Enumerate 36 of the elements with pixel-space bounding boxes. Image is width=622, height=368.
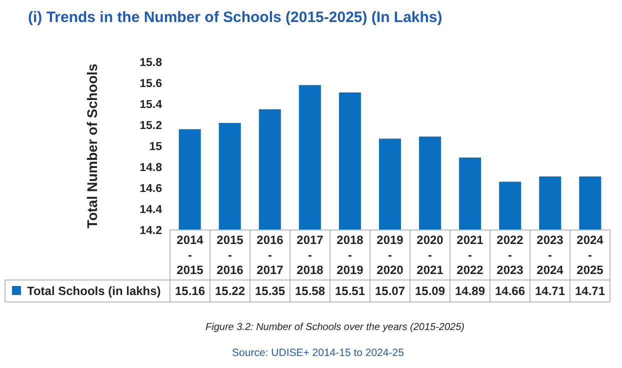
- data-label: 14.71: [574, 284, 606, 298]
- source-note: Source: UDISE+ 2014-15 to 2024-25: [232, 347, 404, 359]
- x-tick-label: 2015 - 2016: [216, 233, 244, 277]
- data-label: 15.35: [254, 284, 286, 298]
- y-tick-label: 15.4: [140, 99, 163, 112]
- y-tick-label: 15.8: [140, 57, 163, 70]
- y-axis-title: Total Number of Schools: [84, 63, 100, 228]
- data-label: 14.89: [454, 284, 486, 298]
- y-tick-label: 14.4: [140, 204, 163, 216]
- chart-title: (i) Trends in the Number of Schools (2015-2025) (In Lakhs): [28, 9, 442, 26]
- data-label: 15.09: [414, 284, 446, 298]
- data-label: 15.51: [334, 284, 366, 298]
- y-tick-label: 15.2: [140, 120, 162, 132]
- x-tick-label: 2023 - 2024: [536, 233, 564, 277]
- data-label: 15.16: [174, 284, 206, 298]
- y-tick-label: 14.8: [140, 162, 163, 174]
- x-tick-label: 2021 - 2022: [456, 233, 484, 277]
- x-tick-label: 2022 - 2023: [496, 233, 524, 277]
- data-label: 14.66: [494, 284, 526, 298]
- y-tick-label: 14.2: [140, 225, 162, 238]
- x-tick-label: 2024 - 2025: [576, 233, 604, 277]
- x-tick-label: 2017 - 2018: [296, 233, 324, 277]
- data-label: 15.58: [294, 284, 326, 298]
- data-label: 14.71: [534, 284, 566, 298]
- y-tick-label: 15.6: [140, 78, 162, 90]
- y-tick-label: 14.6: [140, 183, 162, 196]
- legend-label: Total Schools (in lakhs): [27, 284, 161, 298]
- y-tick-label: 15: [149, 141, 163, 154]
- x-tick-label: 2018 - 2019: [336, 233, 364, 277]
- x-tick-label: 2020 - 2021: [416, 233, 444, 277]
- data-label: 15.07: [374, 284, 406, 298]
- data-label: 15.22: [214, 284, 246, 298]
- caption: Figure 3.2: Number of Schools over the years (2015-2025): [205, 322, 465, 333]
- x-tick-label: 2016 - 2017: [256, 233, 284, 277]
- x-tick-label: 2014 - 2015: [176, 233, 204, 277]
- x-tick-label: 2019 - 2020: [376, 233, 404, 277]
